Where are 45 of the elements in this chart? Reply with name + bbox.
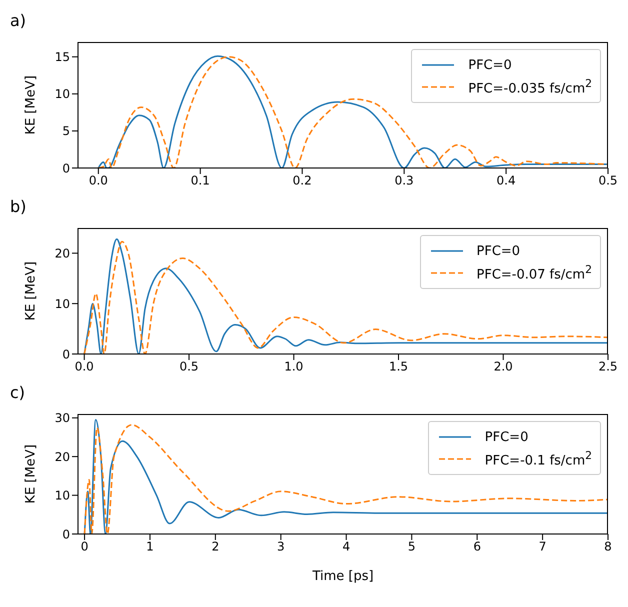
- legend-label: PFC=0: [468, 58, 512, 72]
- legend-label: PFC=0: [476, 244, 520, 258]
- x-tick-label: 1.5: [388, 360, 408, 374]
- y-tick-label: 0: [62, 347, 70, 362]
- x-axis-title: Time [ps]: [311, 569, 374, 584]
- x-tick-label: 2: [212, 540, 220, 554]
- y-tick-label: 0: [62, 161, 70, 176]
- legend-label: PFC=-0.1 fs/cm$^{2}$: [484, 449, 592, 469]
- x-tick-label: 3: [277, 540, 285, 554]
- legend-label: PFC=-0.07 fs/cm$^{2}$: [476, 263, 592, 283]
- x-tick-label: 0: [80, 540, 88, 554]
- y-tick-label: 10: [54, 296, 70, 311]
- x-tick-label: 8: [604, 540, 612, 554]
- x-tick-label: 0.5: [598, 174, 618, 188]
- y-tick-label: 15: [54, 50, 70, 64]
- y-tick-label: 10: [54, 488, 70, 503]
- x-tick-label: 0.0: [88, 174, 108, 188]
- y-axis-title: KE [MeV]: [24, 444, 39, 504]
- x-tick-label: 6: [473, 540, 481, 554]
- y-axis-title: KE [MeV]: [24, 75, 39, 135]
- x-tick-label: 0.4: [496, 174, 516, 188]
- y-tick-label: 5: [62, 124, 70, 138]
- x-tick-label: 0.3: [394, 174, 414, 188]
- y-tick-label: 20: [54, 246, 70, 260]
- x-tick-label: 1.0: [284, 360, 304, 374]
- x-tick-label: 0.2: [292, 174, 312, 188]
- x-tick-label: 7: [538, 540, 546, 554]
- chart-title: a): [9, 10, 28, 32]
- y-axis-title: KE [MeV]: [24, 261, 39, 321]
- x-tick-label: 0.0: [74, 360, 94, 374]
- y-tick-label: 20: [54, 450, 70, 464]
- y-tick-label: 30: [54, 411, 70, 426]
- x-tick-label: 1: [146, 540, 154, 554]
- x-tick-label: 2.5: [598, 360, 618, 374]
- x-tick-label: 0.1: [190, 174, 210, 188]
- y-tick-label: 10: [54, 87, 70, 102]
- x-tick-label: 4: [342, 540, 350, 554]
- chart-title: b): [9, 196, 28, 218]
- x-tick-label: 0.5: [179, 360, 199, 374]
- x-tick-label: 5: [408, 540, 416, 554]
- legend-label: PFC=-0.035 fs/cm$^{2}$: [468, 77, 592, 97]
- legend-label: PFC=0: [484, 430, 528, 444]
- chart-title: c): [9, 382, 26, 404]
- y-tick-label: 0: [62, 527, 70, 542]
- x-tick-label: 2.0: [494, 360, 513, 374]
